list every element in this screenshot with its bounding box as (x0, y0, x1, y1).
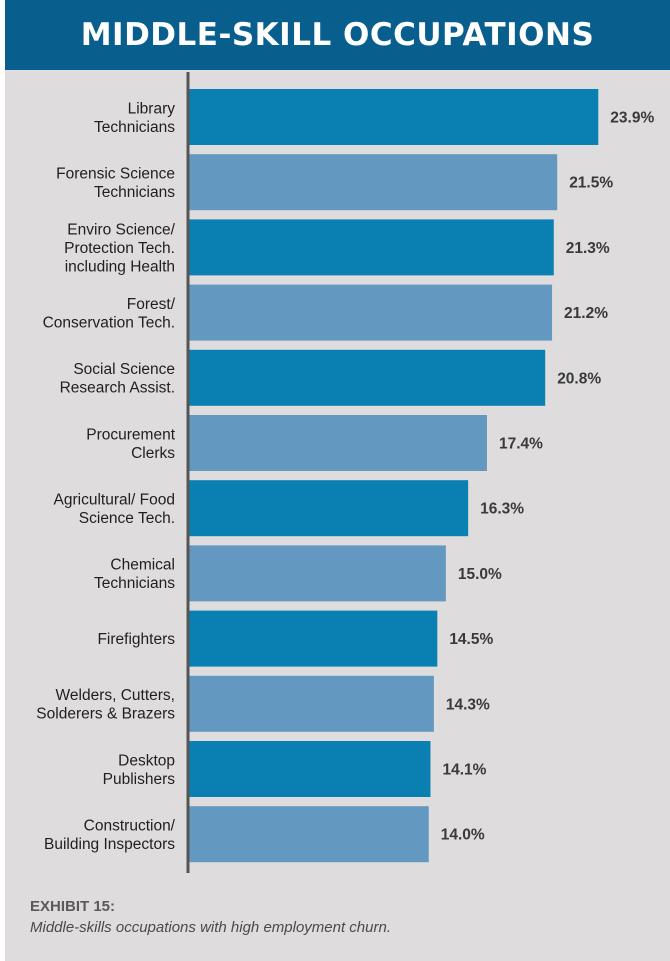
category-label: Library Technicians (94, 100, 175, 136)
value-label: 17.4% (499, 436, 543, 453)
value-label: 23.9% (610, 110, 654, 127)
category-label: Enviro Science/Protection Tech. including… (64, 221, 176, 275)
bar (189, 806, 429, 863)
value-label: 20.8% (557, 370, 601, 387)
bar (189, 219, 554, 276)
value-label: 21.5% (569, 175, 613, 192)
value-label: 14.3% (446, 696, 490, 713)
chart-title: MIDDLE-SKILL OCCUPATIONS (5, 0, 670, 70)
value-label: 14.1% (442, 762, 486, 779)
category-label: Chemical Technicians (94, 557, 175, 593)
category-label: Agricultural/ Food Science Tech. (54, 491, 175, 527)
chart-card: MIDDLE-SKILL OCCUPATIONS 23.9% Library Tec… (5, 0, 670, 961)
category-label: Forensic Science Technicians (56, 165, 175, 201)
bar (189, 349, 546, 406)
value-label: 14.0% (441, 827, 485, 844)
bar-chart: 23.9% Library Technicians 21.5% Forensic Sci… (36, 72, 654, 873)
bar (189, 545, 446, 602)
category-label: Forest/Conservation Tech. (43, 296, 176, 332)
category-label: Desktop Publishers (103, 752, 176, 788)
bar (189, 415, 487, 471)
bar (189, 610, 438, 667)
bar (189, 284, 553, 341)
category-label: Welders, Cutters, Solderers & Brazers (36, 687, 175, 723)
caption-text: Middle-skills occupations with high empl… (30, 919, 391, 936)
category-label: Procurement Clerks (86, 426, 175, 462)
value-label: 15.0% (458, 566, 502, 583)
category-label: Construction/Building Inspectors (44, 817, 176, 853)
caption: EXHIBIT 15: Middle-skills occupations wi… (30, 898, 650, 936)
bar (189, 89, 599, 145)
bar (189, 480, 469, 537)
value-label: 16.3% (480, 501, 524, 518)
value-label: 21.3% (566, 240, 610, 257)
value-label: 14.5% (449, 631, 493, 648)
exhibit-label: EXHIBIT 15: (30, 898, 116, 915)
category-label: Social Science Research Assist. (60, 361, 175, 397)
category-label: Firefighters (97, 631, 175, 648)
bar (189, 154, 558, 211)
value-label: 21.2% (564, 305, 608, 322)
bar (189, 675, 434, 732)
bar (189, 741, 431, 797)
